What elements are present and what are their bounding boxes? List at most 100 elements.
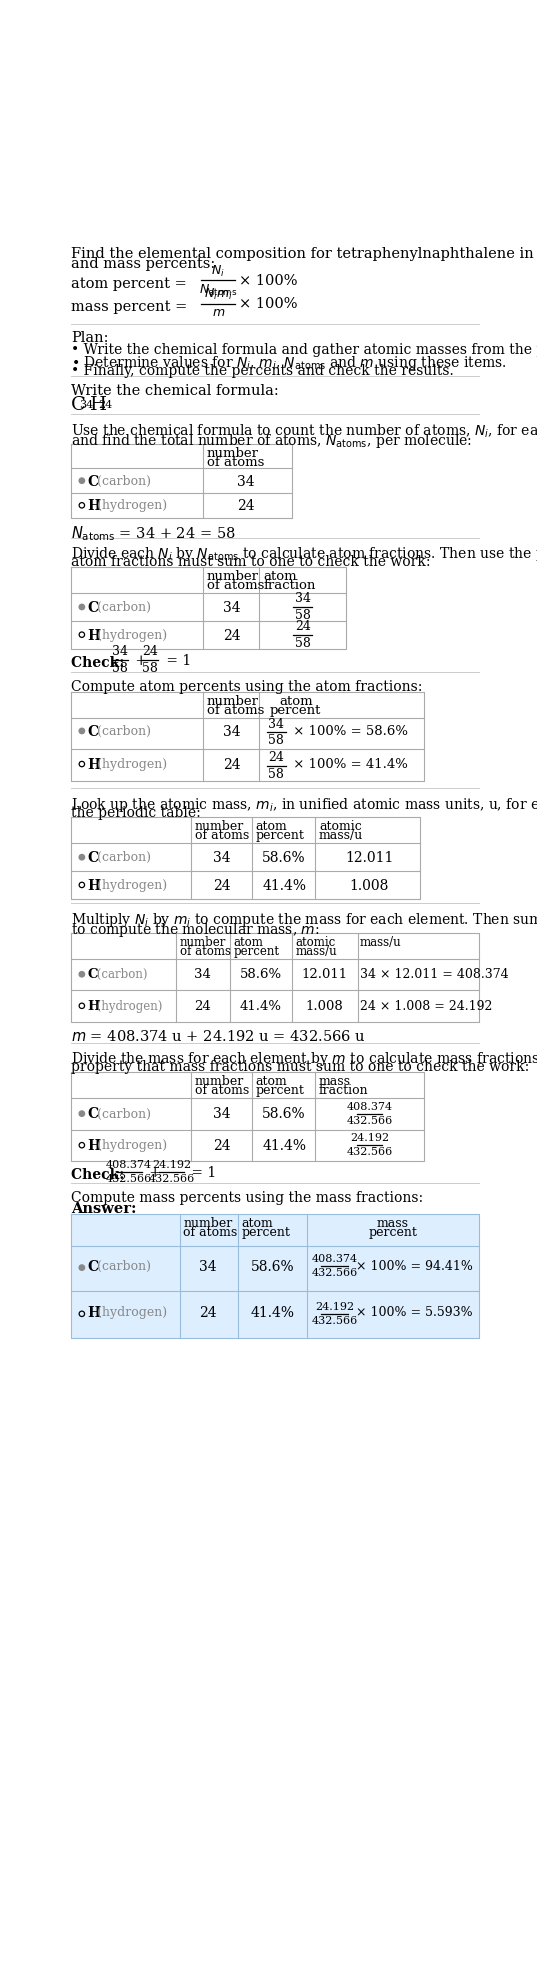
Text: fraction: fraction bbox=[263, 580, 316, 591]
Text: 24: 24 bbox=[199, 1305, 217, 1319]
Text: × 100%: × 100% bbox=[239, 275, 297, 289]
Text: +: + bbox=[144, 1165, 165, 1181]
Text: number: number bbox=[195, 1076, 244, 1088]
Text: (hydrogen): (hydrogen) bbox=[93, 1305, 168, 1319]
Text: 408.374: 408.374 bbox=[106, 1161, 152, 1171]
Text: (carbon): (carbon) bbox=[93, 967, 148, 981]
Text: 12.011: 12.011 bbox=[345, 851, 394, 864]
Text: 34: 34 bbox=[237, 475, 254, 489]
Text: 34 × 12.011 = 408.374: 34 × 12.011 = 408.374 bbox=[360, 967, 509, 981]
Text: number: number bbox=[207, 447, 259, 459]
Text: atom: atom bbox=[256, 821, 287, 833]
Text: property that mass fractions must sum to one to check the work:: property that mass fractions must sum to… bbox=[71, 1060, 529, 1074]
Text: mass/u: mass/u bbox=[296, 945, 337, 957]
Text: 24.192: 24.192 bbox=[152, 1161, 191, 1171]
Text: number: number bbox=[179, 936, 226, 949]
Text: Divide each $N_i$ by $N_{\mathrm{atoms}}$ to calculate atom fractions. Then use : Divide each $N_i$ by $N_{\mathrm{atoms}}… bbox=[71, 546, 537, 564]
Text: Compute atom percents using the atom fractions:: Compute atom percents using the atom fra… bbox=[71, 680, 423, 694]
Text: 24: 24 bbox=[98, 400, 112, 409]
Text: atom: atom bbox=[279, 694, 313, 708]
Text: × 100% = 41.4%: × 100% = 41.4% bbox=[289, 758, 408, 771]
Text: Multiply $N_i$ by $m_i$ to compute the mass for each element. Then sum those val: Multiply $N_i$ by $m_i$ to compute the m… bbox=[71, 912, 537, 930]
Text: atomic: atomic bbox=[319, 821, 362, 833]
Bar bbox=[71, 1214, 480, 1339]
Text: 24: 24 bbox=[223, 629, 240, 643]
Text: to compute the molecular mass, $m$:: to compute the molecular mass, $m$: bbox=[71, 922, 320, 940]
Text: atom fractions must sum to one to check the work:: atom fractions must sum to one to check … bbox=[71, 556, 431, 570]
Text: $N_{\mathrm{atoms}}$: $N_{\mathrm{atoms}}$ bbox=[199, 283, 237, 297]
Text: C: C bbox=[88, 601, 98, 615]
Text: (carbon): (carbon) bbox=[93, 724, 151, 738]
Text: H: H bbox=[88, 629, 100, 643]
Text: fraction: fraction bbox=[319, 1084, 368, 1098]
Text: C: C bbox=[88, 1108, 98, 1122]
Text: H: H bbox=[90, 396, 107, 413]
Text: 58: 58 bbox=[268, 734, 284, 748]
Text: 24: 24 bbox=[268, 752, 284, 764]
Text: mass: mass bbox=[319, 1076, 351, 1088]
Text: and mass percents:: and mass percents: bbox=[71, 257, 215, 271]
Circle shape bbox=[79, 854, 84, 860]
Text: Compute mass percents using the mass fractions:: Compute mass percents using the mass fra… bbox=[71, 1191, 423, 1205]
Text: 34: 34 bbox=[79, 400, 93, 409]
Text: 58: 58 bbox=[142, 663, 158, 674]
Text: 58: 58 bbox=[295, 637, 311, 649]
Text: percent: percent bbox=[270, 704, 322, 716]
Text: 24: 24 bbox=[295, 619, 311, 633]
Text: C: C bbox=[88, 851, 98, 864]
Text: 58: 58 bbox=[268, 767, 284, 781]
Text: (hydrogen): (hydrogen) bbox=[93, 999, 163, 1013]
Text: Use the chemical formula to count the number of atoms, $N_i$, for each element: Use the chemical formula to count the nu… bbox=[71, 421, 537, 439]
Circle shape bbox=[79, 479, 84, 483]
Text: H: H bbox=[88, 878, 100, 892]
Text: 432.566: 432.566 bbox=[346, 1116, 393, 1125]
Text: $m$ = 408.374 u + 24.192 u = 432.566 u: $m$ = 408.374 u + 24.192 u = 432.566 u bbox=[71, 1029, 365, 1044]
Text: 432.566: 432.566 bbox=[311, 1268, 358, 1278]
Text: • Finally, compute the percents and check the results.: • Finally, compute the percents and chec… bbox=[71, 364, 454, 378]
Text: 34: 34 bbox=[194, 967, 211, 981]
Text: × 100% = 58.6%: × 100% = 58.6% bbox=[289, 724, 408, 738]
Text: 24: 24 bbox=[213, 878, 231, 892]
Text: C: C bbox=[88, 475, 98, 489]
Text: number: number bbox=[183, 1216, 233, 1230]
Circle shape bbox=[79, 728, 84, 734]
Text: (carbon): (carbon) bbox=[93, 475, 151, 487]
Text: 58: 58 bbox=[112, 663, 128, 674]
Text: atom percent =: atom percent = bbox=[71, 277, 191, 291]
Text: H: H bbox=[88, 1305, 100, 1319]
Text: Plan:: Plan: bbox=[71, 330, 108, 346]
Text: 58.6%: 58.6% bbox=[262, 1108, 306, 1122]
Text: 34: 34 bbox=[213, 1108, 231, 1122]
Text: H: H bbox=[88, 1139, 100, 1153]
Text: 12.011: 12.011 bbox=[301, 967, 347, 981]
Text: percent: percent bbox=[256, 1084, 304, 1098]
Text: 24: 24 bbox=[194, 999, 211, 1013]
Text: number: number bbox=[207, 694, 259, 708]
Text: 41.4%: 41.4% bbox=[262, 878, 306, 892]
Text: mass percent =: mass percent = bbox=[71, 301, 192, 315]
Text: atom: atom bbox=[242, 1216, 273, 1230]
Text: Find the elemental composition for tetraphenylnaphthalene in terms of the atom: Find the elemental composition for tetra… bbox=[71, 247, 537, 261]
Text: H: H bbox=[88, 758, 100, 771]
Text: mass/u: mass/u bbox=[360, 936, 402, 949]
Text: of atoms: of atoms bbox=[207, 704, 264, 716]
Text: (hydrogen): (hydrogen) bbox=[93, 878, 168, 892]
Text: 1.008: 1.008 bbox=[350, 878, 389, 892]
Text: (hydrogen): (hydrogen) bbox=[93, 1139, 168, 1151]
Text: mass: mass bbox=[376, 1216, 409, 1230]
Circle shape bbox=[79, 1112, 84, 1116]
Text: $m$: $m$ bbox=[212, 305, 225, 318]
Text: × 100% = 5.593%: × 100% = 5.593% bbox=[352, 1305, 472, 1319]
Text: percent: percent bbox=[368, 1226, 417, 1238]
Text: and find the total number of atoms, $N_{\mathrm{atoms}}$, per molecule:: and find the total number of atoms, $N_{… bbox=[71, 431, 472, 451]
Text: Write the chemical formula:: Write the chemical formula: bbox=[71, 384, 279, 398]
Text: (carbon): (carbon) bbox=[93, 851, 151, 864]
Text: 34: 34 bbox=[199, 1260, 217, 1274]
Text: (hydrogen): (hydrogen) bbox=[93, 629, 168, 641]
Text: (hydrogen): (hydrogen) bbox=[93, 758, 168, 771]
Text: number: number bbox=[207, 570, 259, 584]
Text: 24.192: 24.192 bbox=[315, 1302, 354, 1311]
Text: 58.6%: 58.6% bbox=[251, 1260, 294, 1274]
Text: 432.566: 432.566 bbox=[346, 1147, 393, 1157]
Circle shape bbox=[79, 971, 84, 977]
